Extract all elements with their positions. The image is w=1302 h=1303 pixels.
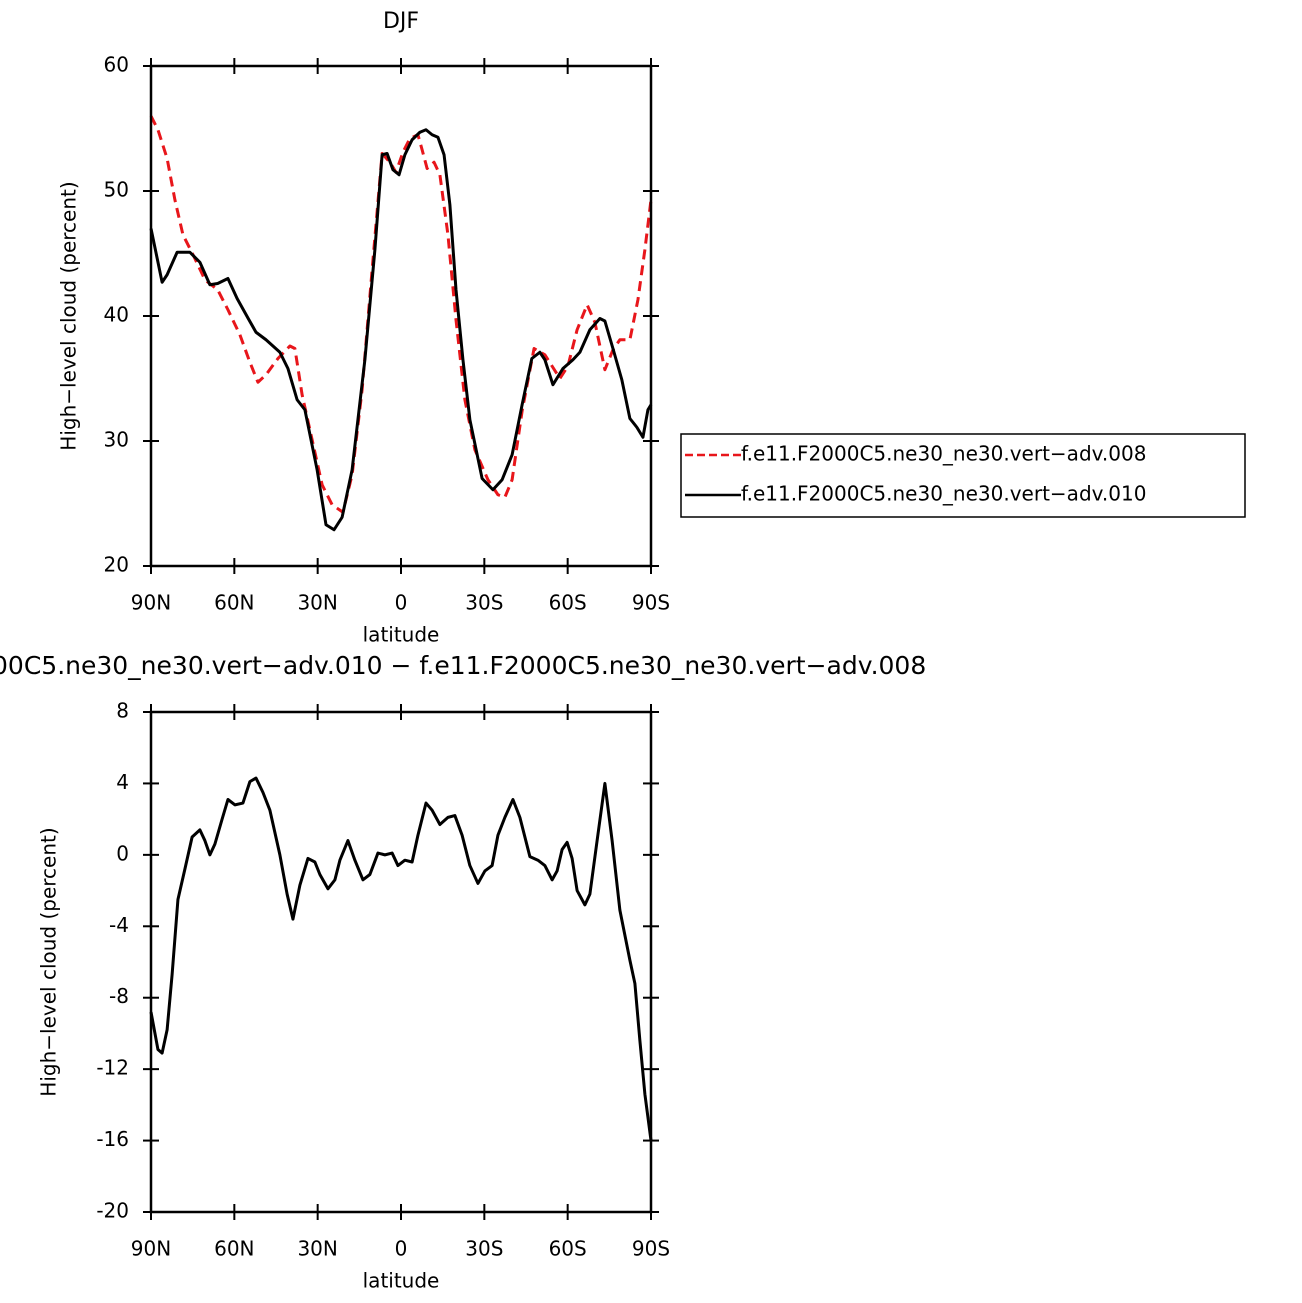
x-tick-label: 90N: [131, 591, 171, 615]
x-tick-label: 30S: [465, 591, 503, 615]
data-line: [149, 115, 653, 514]
x-tick-label: 30S: [465, 1237, 503, 1261]
x-tick-label: 60N: [214, 1237, 254, 1261]
plot-frame: [149, 710, 653, 1214]
y-tick-label: -20: [96, 1199, 129, 1223]
y-tick-label: -16: [96, 1127, 129, 1151]
x-axis-label: latitude: [363, 1269, 440, 1293]
x-tick-label: 60S: [549, 591, 587, 615]
legend-label: f.e11.F2000C5.ne30_ne30.vert−adv.008: [741, 442, 1146, 466]
x-tick-label: 60S: [549, 1237, 587, 1261]
x-tick-label: 30N: [297, 1237, 337, 1261]
chart-title: f.e11.F2000C5.ne30_ne30.vert−adv.010 − f…: [0, 651, 926, 680]
x-tick-label: 90S: [632, 1237, 670, 1261]
y-tick-label: -12: [96, 1056, 129, 1080]
x-tick-label: 0: [395, 1237, 408, 1261]
y-tick-label: 0: [116, 841, 129, 865]
x-tick-label: 90N: [131, 1237, 171, 1261]
data-line: [149, 128, 653, 532]
y-tick-label: 60: [104, 53, 129, 77]
y-axis-label: High−level cloud (percent): [37, 827, 61, 1096]
x-tick-label: 60N: [214, 591, 254, 615]
y-tick-label: 30: [104, 428, 129, 452]
x-axis-label: latitude: [363, 623, 440, 647]
y-tick-label: 20: [104, 553, 129, 577]
x-tick-label: 0: [395, 591, 408, 615]
y-axis-label: High−level cloud (percent): [57, 181, 81, 450]
data-line: [149, 776, 653, 1141]
y-tick-label: -8: [109, 984, 129, 1008]
x-tick-label: 90S: [632, 591, 670, 615]
y-tick-label: -4: [109, 913, 129, 937]
chart-title: DJF: [383, 9, 419, 34]
legend-box: [680, 433, 1246, 518]
x-tick-label: 30N: [297, 591, 337, 615]
y-tick-label: 4: [116, 770, 129, 794]
legend-label: f.e11.F2000C5.ne30_ne30.vert−adv.010: [741, 482, 1146, 506]
plot-frame: [149, 64, 653, 568]
y-tick-label: 40: [104, 303, 129, 327]
y-tick-label: 50: [104, 178, 129, 202]
y-tick-label: 8: [116, 699, 129, 723]
